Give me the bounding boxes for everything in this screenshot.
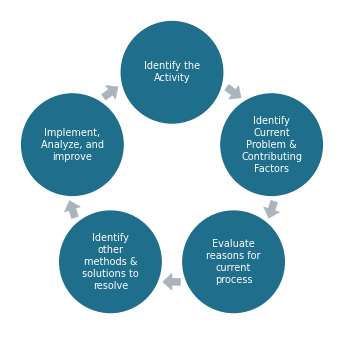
Circle shape	[22, 94, 123, 195]
Polygon shape	[264, 200, 280, 218]
Text: Evaluate
reasons for
current
process: Evaluate reasons for current process	[206, 239, 261, 285]
Polygon shape	[101, 85, 118, 100]
Circle shape	[60, 211, 161, 313]
Text: Identify
Current
Problem &
Contributing
Factors: Identify Current Problem & Contributing …	[241, 116, 302, 174]
Circle shape	[183, 211, 284, 313]
Polygon shape	[225, 85, 241, 99]
Polygon shape	[64, 201, 80, 219]
Circle shape	[121, 21, 223, 123]
Polygon shape	[163, 273, 181, 290]
Circle shape	[221, 94, 322, 195]
Text: Implement,
Analyze, and
improve: Implement, Analyze, and improve	[41, 128, 104, 162]
Text: Identify the
Activity: Identify the Activity	[144, 61, 200, 83]
Text: Identify
other
methods &
solutions to
resolve: Identify other methods & solutions to re…	[82, 233, 139, 291]
